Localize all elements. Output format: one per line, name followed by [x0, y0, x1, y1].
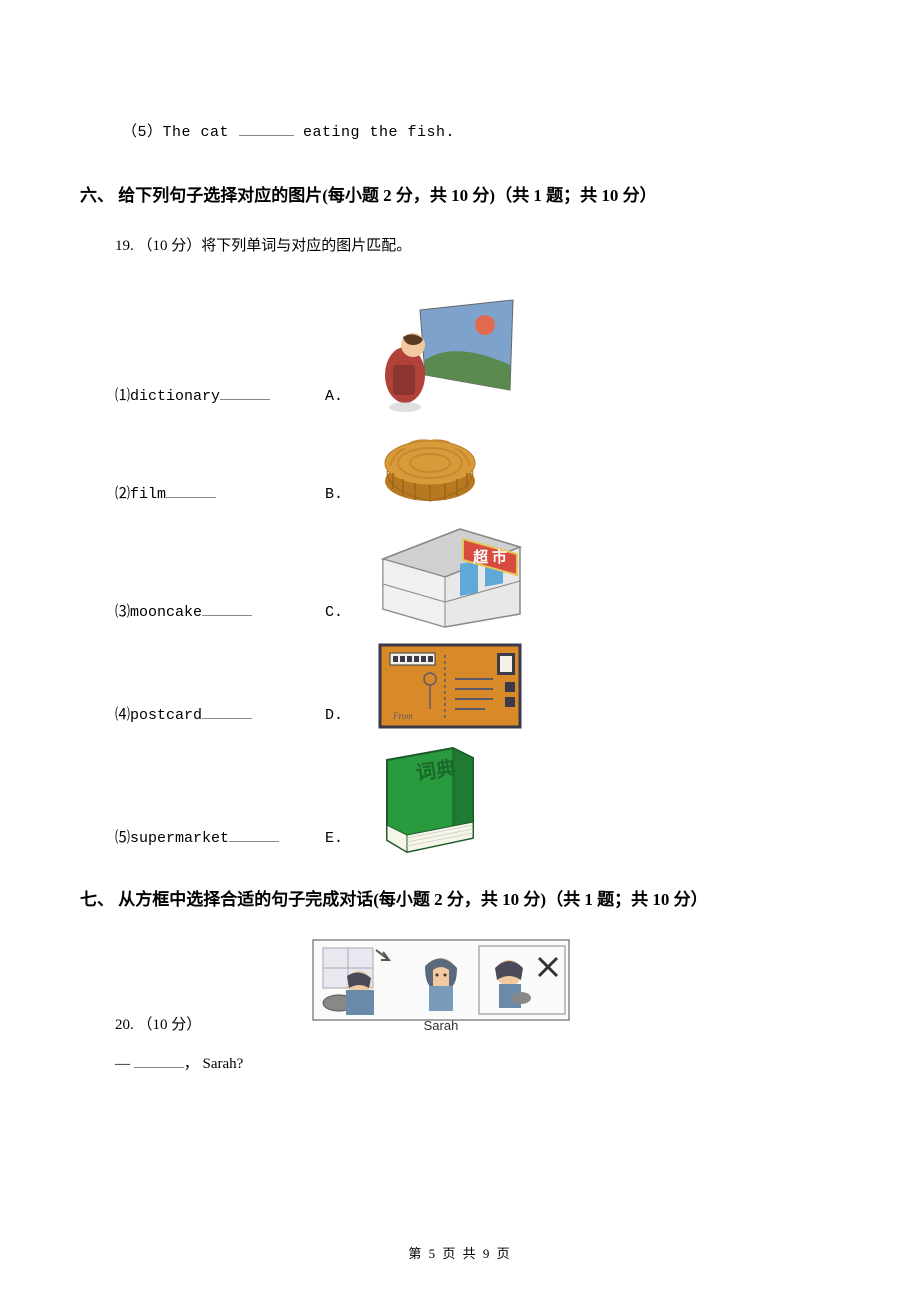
svg-text:From: From: [392, 711, 413, 721]
dialogue-prefix: —: [115, 1056, 134, 1072]
word-5: supermarket: [130, 830, 229, 847]
film-picture-icon: [375, 295, 515, 413]
sentence-5-prefix: （5）The cat: [122, 124, 239, 141]
supermarket-text: 超 市: [472, 548, 507, 566]
match-word-4: ⑷postcard: [115, 703, 325, 732]
match-word-1: ⑴dictionary: [115, 384, 325, 413]
match-word-2: ⑵film: [115, 482, 325, 511]
section-7-heading: 七、 从方框中选择合适的句子完成对话(每小题 2 分，共 10 分)（共 1 题…: [80, 885, 840, 910]
idx-3: ⑶: [115, 604, 130, 621]
mooncake-icon: [375, 421, 485, 511]
dialogue-suffix: ， Sarah?: [184, 1056, 244, 1072]
idx-4: ⑷: [115, 707, 130, 724]
dialogue-line-1: — ， Sarah?: [115, 1052, 840, 1073]
word-3: mooncake: [130, 604, 202, 621]
word-4: postcard: [130, 707, 202, 724]
match-letter-B: B.: [325, 486, 375, 511]
match-word-5: ⑸supermarket: [115, 826, 325, 855]
match-row-2: ⑵film B.: [115, 421, 840, 511]
q20-row: 20. （10 分） Sarah: [115, 938, 840, 1038]
blank-input[interactable]: [202, 615, 252, 616]
q20-label: 20. （10 分）: [115, 1013, 201, 1038]
match-row-4: ⑷postcard D.: [115, 637, 840, 732]
blank-input[interactable]: [202, 718, 252, 719]
match-image-A: [375, 295, 515, 413]
idx-2: ⑵: [115, 486, 130, 503]
match-letter-C: C.: [325, 604, 375, 629]
match-row-3: ⑶mooncake C. 超 市: [115, 519, 840, 629]
sentence-5-suffix: eating the fish.: [294, 124, 456, 141]
match-row-5: ⑸supermarket E. 词典: [115, 740, 840, 855]
q19-text: 将下列单词与对应的图片匹配。: [201, 238, 411, 254]
section-6-heading: 六、 给下列句子选择对应的图片(每小题 2 分，共 10 分)（共 1 题；共 …: [80, 181, 840, 206]
blank-input[interactable]: [166, 497, 216, 498]
q19-number: 19.: [115, 238, 138, 254]
page-content: （5）The cat eating the fish. 六、 给下列句子选择对应…: [0, 0, 920, 1113]
sarah-label: Sarah: [424, 1018, 459, 1033]
word-1: dictionary: [130, 388, 220, 405]
q19-intro: 19. （10 分）将下列单词与对应的图片匹配。: [115, 234, 840, 255]
blank-input[interactable]: [239, 135, 294, 136]
match-table: ⑴dictionary A. ⑵film B.: [115, 295, 840, 855]
sentence-5: （5）The cat eating the fish.: [122, 120, 840, 141]
dictionary-icon: 词典: [375, 740, 480, 855]
postcard-icon: From: [375, 637, 525, 732]
match-word-3: ⑶mooncake: [115, 600, 325, 629]
match-letter-A: A.: [325, 388, 375, 413]
idx-1: ⑴: [115, 388, 130, 405]
idx-5: ⑸: [115, 830, 130, 847]
match-image-D: From: [375, 637, 525, 732]
match-letter-D: D.: [325, 707, 375, 732]
match-image-E: 词典: [375, 740, 480, 855]
match-row-1: ⑴dictionary A.: [115, 295, 840, 413]
blank-input[interactable]: [220, 399, 270, 400]
q20-points: （10 分）: [138, 1017, 202, 1033]
q20-number: 20.: [115, 1017, 138, 1033]
word-2: film: [130, 486, 166, 503]
match-image-C: 超 市: [375, 519, 525, 629]
q20-image: Sarah: [311, 938, 571, 1038]
blank-input[interactable]: [134, 1067, 184, 1068]
supermarket-icon: 超 市: [375, 519, 525, 629]
blank-input[interactable]: [229, 841, 279, 842]
match-letter-E: E.: [325, 830, 375, 855]
q19-points: （10 分）: [138, 238, 202, 254]
dialogue-scene-icon: Sarah: [311, 938, 571, 1033]
page-footer: 第 5 页 共 9 页: [0, 1243, 920, 1262]
match-image-B: [375, 421, 485, 511]
